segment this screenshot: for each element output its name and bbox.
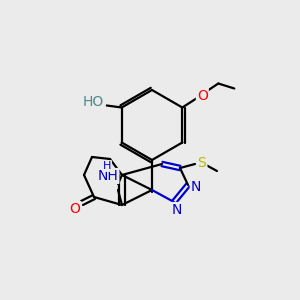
Text: O: O — [70, 202, 80, 216]
Text: N: N — [172, 203, 182, 217]
Text: HO: HO — [83, 95, 104, 110]
Text: S: S — [198, 156, 206, 170]
Text: NH: NH — [98, 169, 118, 183]
Text: H: H — [103, 161, 111, 171]
Text: N: N — [191, 180, 201, 194]
Text: O: O — [197, 88, 208, 103]
